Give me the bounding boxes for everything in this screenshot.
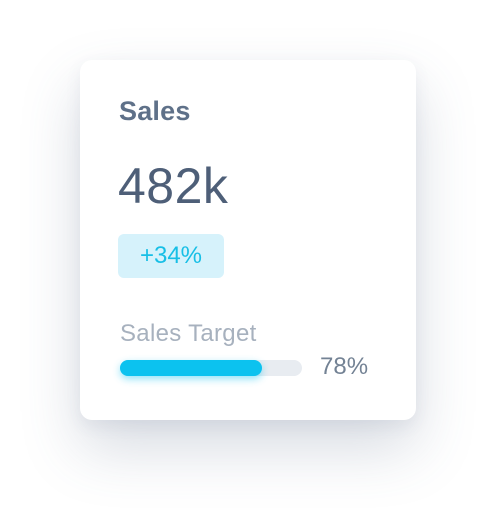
- change-badge: +34%: [118, 234, 224, 278]
- sales-target-progress-track: [120, 360, 302, 376]
- card-title: Sales: [119, 96, 191, 126]
- sales-target-label: Sales Target: [120, 320, 257, 347]
- sales-target-progress-fill: [120, 360, 262, 376]
- sales-card: Sales 482k +34% Sales Target 78%: [80, 60, 416, 420]
- sales-value: 482k: [118, 158, 229, 214]
- sales-target-percent: 78%: [320, 353, 369, 380]
